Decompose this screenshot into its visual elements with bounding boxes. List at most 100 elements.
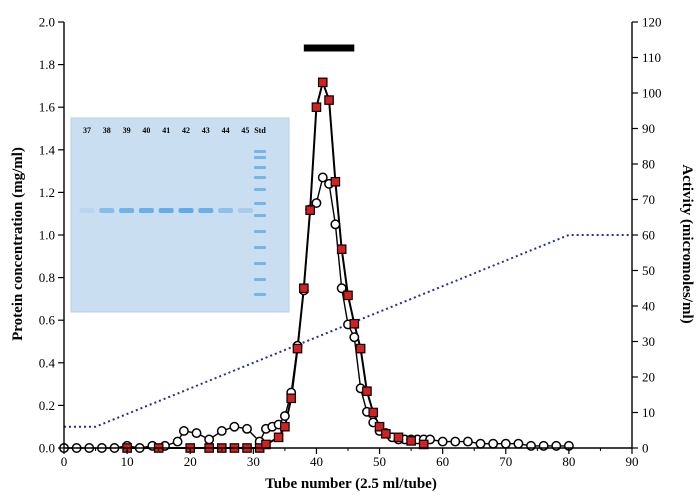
gel-band bbox=[158, 208, 174, 213]
y2-tick-label: 70 bbox=[642, 192, 655, 207]
gel-std-band bbox=[254, 214, 266, 217]
gel-band bbox=[178, 208, 194, 213]
x-tick-label: 40 bbox=[310, 454, 323, 469]
y2-tick-label: 20 bbox=[642, 370, 655, 385]
gel-lane-label: 40 bbox=[142, 126, 150, 135]
gel-lane-label: Std bbox=[254, 126, 266, 135]
y2-tick-label: 110 bbox=[642, 50, 661, 65]
activity-point bbox=[368, 407, 379, 418]
protein-point bbox=[191, 428, 202, 439]
x-axis-title: Tube number (2.5 ml/tube) bbox=[265, 476, 437, 492]
x-tick-label: 80 bbox=[562, 454, 575, 469]
x-tick-label: 0 bbox=[61, 454, 68, 469]
activity-point bbox=[343, 290, 353, 301]
protein-point bbox=[242, 423, 252, 434]
protein-point bbox=[311, 198, 322, 209]
gel-band bbox=[138, 208, 154, 213]
gel-std-band bbox=[254, 188, 266, 191]
gel-std-band bbox=[254, 150, 266, 153]
y-tick-label: 0.0 bbox=[39, 441, 55, 456]
gel-lane-label: 43 bbox=[202, 126, 210, 135]
gel-std-band bbox=[254, 278, 266, 281]
x-tick-label: 20 bbox=[184, 454, 197, 469]
protein-point bbox=[279, 411, 290, 421]
activity-point bbox=[336, 244, 347, 254]
y2-tick-label: 90 bbox=[642, 121, 655, 136]
y-tick-label: 1.4 bbox=[39, 142, 56, 157]
y-tick-label: 2.0 bbox=[39, 15, 55, 30]
gel-lane-label: 38 bbox=[103, 126, 111, 135]
activity-point bbox=[393, 432, 404, 443]
x-tick-label: 60 bbox=[436, 454, 449, 469]
gel-band bbox=[218, 208, 234, 213]
gel-lane-label: 44 bbox=[222, 126, 230, 135]
activity-point bbox=[324, 95, 334, 105]
y-tick-label: 1.8 bbox=[39, 57, 55, 72]
protein-point bbox=[178, 426, 189, 436]
y2-tick-label: 30 bbox=[642, 334, 655, 349]
protein-point bbox=[513, 438, 524, 449]
y2-tick-label: 40 bbox=[642, 299, 655, 314]
protein-point bbox=[349, 332, 360, 343]
protein-point bbox=[551, 440, 562, 451]
y-tick-label: 0.6 bbox=[39, 313, 56, 328]
y-tick-label: 1.6 bbox=[39, 100, 56, 115]
gel-std-band bbox=[254, 230, 266, 233]
x-tick-label: 10 bbox=[121, 454, 134, 469]
gradient-line bbox=[64, 234, 632, 428]
x-tick-label: 50 bbox=[373, 454, 386, 469]
y2-tick-label: 10 bbox=[642, 405, 655, 420]
y2-tick-label: 0 bbox=[642, 441, 649, 456]
sds-page-gel-inset: 37 38 39 40 41 42 43 44 45 Std bbox=[70, 117, 290, 313]
axes: 0 10 20 30 40 50 60 70 80 90 0.0 0.2 0.4 0.6 0.8 1.0 1.2… bbox=[39, 15, 662, 470]
y-axis-title: Protein concentration (mg/ml) bbox=[10, 147, 26, 341]
protein-point bbox=[462, 436, 473, 447]
activity-point bbox=[317, 77, 328, 88]
y2-tick-label: 50 bbox=[642, 263, 655, 278]
gel-lane-label: 41 bbox=[162, 126, 170, 135]
gel-lane-label: 45 bbox=[241, 126, 249, 135]
gel-std-band bbox=[254, 246, 266, 249]
protein-point bbox=[437, 436, 448, 447]
activity-point bbox=[349, 318, 360, 329]
protein-point bbox=[488, 438, 499, 449]
y2-tick-label: 60 bbox=[642, 228, 655, 243]
y-tick-label: 1.2 bbox=[39, 185, 55, 200]
gel-std-band bbox=[254, 176, 266, 179]
protein-point bbox=[216, 426, 227, 436]
gel-band bbox=[119, 208, 135, 213]
protein-point bbox=[336, 283, 347, 294]
y2-tick-label: 120 bbox=[642, 15, 662, 30]
y2-tick-label: 100 bbox=[642, 86, 662, 101]
protein-point bbox=[500, 438, 511, 449]
activity-point bbox=[311, 102, 322, 112]
gel-background bbox=[70, 117, 290, 313]
gradient-dotted-line bbox=[64, 234, 632, 428]
gel-band bbox=[198, 208, 214, 213]
gel-lane-label: 39 bbox=[123, 126, 131, 135]
activity-point bbox=[406, 436, 416, 446]
gel-band bbox=[99, 208, 115, 213]
protein-point bbox=[330, 219, 341, 230]
gel-std-band bbox=[254, 202, 266, 205]
x-tick-label: 70 bbox=[499, 454, 512, 469]
gel-std-band bbox=[254, 166, 266, 169]
activity-point bbox=[305, 205, 315, 215]
protein-point bbox=[450, 436, 461, 447]
protein-point bbox=[526, 440, 536, 451]
activity-point bbox=[374, 421, 385, 432]
protein-point bbox=[317, 172, 328, 183]
y-tick-label: 0.8 bbox=[39, 270, 55, 285]
y2-axis-title: Activity (micromoles/ml) bbox=[679, 164, 695, 323]
gel-band bbox=[237, 208, 253, 213]
activity-point bbox=[273, 432, 284, 443]
y2-tick-label: 80 bbox=[642, 157, 655, 172]
x-tick-label: 90 bbox=[626, 454, 639, 469]
gel-lane-label: 37 bbox=[83, 126, 91, 135]
protein-point bbox=[475, 438, 486, 449]
gel-lane-label: 42 bbox=[182, 126, 190, 135]
activity-point bbox=[381, 429, 391, 439]
activity-point bbox=[330, 176, 341, 187]
activity-point bbox=[286, 393, 296, 404]
